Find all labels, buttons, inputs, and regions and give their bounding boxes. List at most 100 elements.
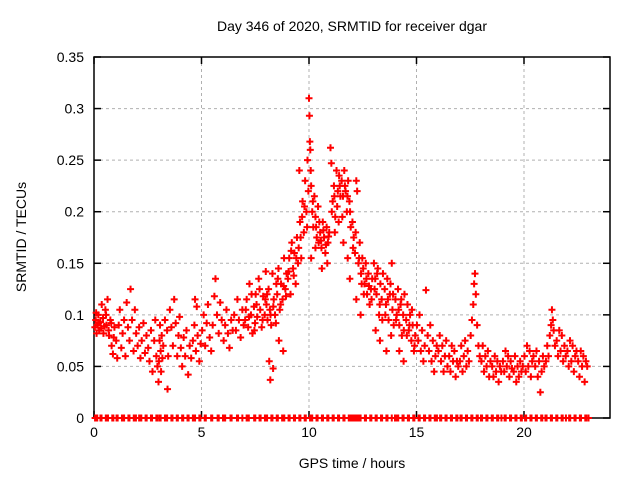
data-point-marker (237, 334, 245, 342)
data-point-marker (566, 337, 574, 345)
data-point-marker (108, 342, 116, 350)
data-point-marker (395, 347, 403, 355)
data-point-marker (446, 368, 454, 376)
data-point-marker (426, 321, 434, 329)
data-point-marker (480, 368, 488, 376)
data-point-marker (505, 373, 513, 381)
data-point-marker (328, 208, 336, 216)
data-point-marker (218, 316, 226, 324)
data-point-marker (274, 275, 282, 283)
data-point-marker (282, 292, 290, 300)
data-point-marker (261, 295, 269, 303)
data-point-marker (571, 352, 579, 360)
data-point-marker (510, 368, 518, 376)
data-point-marker (305, 112, 313, 120)
data-point-marker (364, 270, 372, 278)
data-point-marker (141, 349, 149, 357)
data-point-marker (289, 264, 297, 272)
data-point-marker (555, 326, 563, 334)
data-point-marker (169, 342, 177, 350)
data-point-marker (515, 373, 523, 381)
data-point-marker (469, 301, 477, 309)
data-point-marker (394, 285, 402, 293)
data-point-marker (529, 352, 537, 360)
data-point-marker (352, 228, 360, 236)
data-point-marker (504, 352, 512, 360)
data-point-marker (411, 331, 419, 339)
data-point-marker (395, 306, 403, 314)
data-point-marker (268, 270, 276, 278)
data-point-marker (371, 285, 379, 293)
data-point-marker (323, 223, 331, 231)
data-point-marker (417, 347, 425, 355)
data-point-marker (123, 298, 131, 306)
data-point-marker (329, 197, 337, 205)
data-point-marker (370, 259, 378, 267)
data-point-marker (136, 354, 144, 362)
data-point-marker (307, 182, 315, 190)
data-point-marker (290, 249, 298, 257)
data-point-marker (295, 244, 303, 252)
data-point-marker (318, 264, 326, 272)
data-point-marker (301, 177, 309, 185)
data-point-marker (281, 285, 289, 293)
data-point-marker (569, 342, 577, 350)
data-point-marker (516, 357, 524, 365)
data-point-marker (520, 352, 528, 360)
data-point-marker (345, 197, 353, 205)
data-point-marker (298, 213, 306, 221)
data-point-marker (363, 290, 371, 298)
data-point-marker (178, 362, 186, 370)
data-point-marker (200, 311, 208, 319)
data-point-marker (407, 337, 415, 345)
data-point-marker (189, 337, 197, 345)
data-point-marker (235, 316, 243, 324)
data-point-marker (306, 138, 314, 146)
data-point-marker (272, 319, 280, 327)
data-point-marker (157, 347, 165, 355)
data-point-marker (102, 311, 110, 319)
data-point-marker (526, 347, 534, 355)
data-point-marker (335, 172, 343, 180)
data-point-marker (408, 306, 416, 314)
data-point-marker (304, 187, 312, 195)
data-point-marker (467, 331, 475, 339)
data-point-marker (442, 337, 450, 345)
data-point-marker (290, 272, 298, 280)
data-point-marker (450, 347, 458, 355)
data-point-marker (297, 254, 305, 262)
data-point-marker (558, 331, 566, 339)
data-point-marker (333, 203, 341, 211)
data-point-marker (121, 352, 129, 360)
data-point-marker (251, 319, 259, 327)
data-point-marker (339, 239, 347, 247)
data-point-marker (233, 295, 241, 303)
data-point-marker (382, 301, 390, 309)
data-point-marker (297, 234, 305, 241)
data-point-marker (554, 352, 562, 360)
data-point-marker (262, 301, 270, 309)
data-point-marker (320, 234, 328, 241)
data-point-marker (273, 290, 281, 298)
x-tick-label: 5 (198, 424, 206, 440)
data-point-marker (543, 342, 551, 350)
data-point-marker (222, 306, 230, 314)
x-tick-label: 10 (301, 424, 317, 440)
data-point-marker (134, 342, 142, 350)
data-point-marker (317, 244, 325, 252)
data-point-marker (353, 187, 361, 195)
data-point-marker (116, 306, 124, 314)
data-point-marker (372, 326, 380, 334)
data-point-marker (311, 213, 319, 221)
data-point-marker (424, 331, 432, 339)
data-point-marker (344, 254, 352, 262)
data-point-marker (419, 357, 427, 365)
data-point-marker (310, 192, 318, 200)
data-point-marker (305, 94, 313, 102)
y-tick-label: 0.15 (57, 255, 84, 271)
data-point-marker (224, 329, 232, 337)
data-point-marker (190, 321, 198, 329)
data-point-marker (382, 347, 390, 355)
data-point-marker (177, 344, 185, 352)
data-point-marker (381, 311, 389, 319)
